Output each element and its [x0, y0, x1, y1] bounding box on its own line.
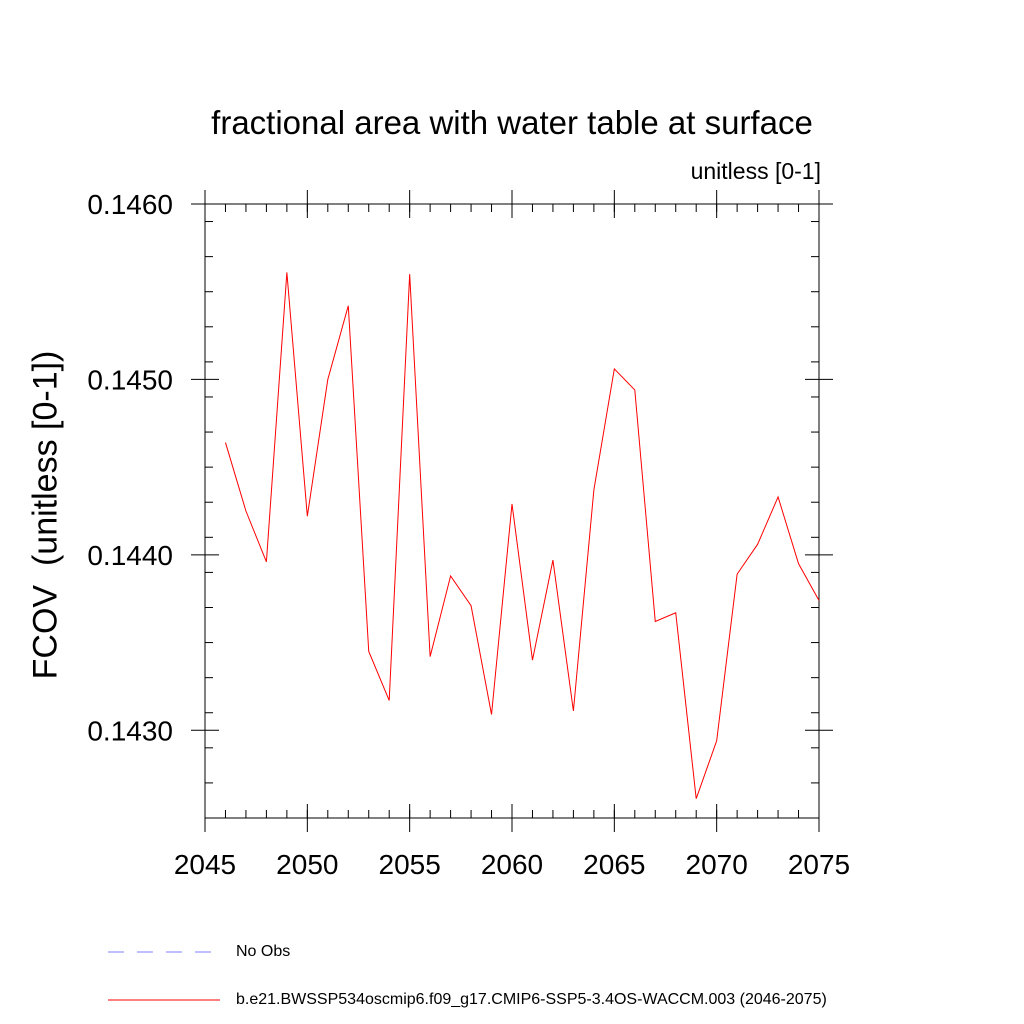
y-tick-label: 0.1460	[87, 189, 173, 220]
series-line-0	[224, 272, 820, 799]
units-label: unitless [0-1]	[690, 158, 821, 184]
y-tick-label: 0.1450	[87, 364, 173, 395]
legend-swatch-dashed	[108, 951, 218, 953]
x-tick-label: 2065	[583, 849, 645, 880]
legend-label-no-obs: No Obs	[236, 943, 291, 960]
y-tick-label: 0.1430	[87, 715, 173, 746]
x-tick-label: 2060	[481, 849, 543, 880]
legend-label-model-run: b.e21.BWSSP534oscmip6.f09_g17.CMIP6-SSP5…	[236, 991, 827, 1008]
legend-swatch-solid	[108, 999, 220, 1001]
chart-title: fractional area with water table at surf…	[211, 104, 813, 141]
legend-item-model-run: b.e21.BWSSP534oscmip6.f09_g17.CMIP6-SSP5…	[108, 990, 827, 1010]
x-tick-label: 2055	[379, 849, 441, 880]
x-tick-label: 2070	[686, 849, 748, 880]
x-tick-label: 2050	[276, 849, 338, 880]
x-tick-label: 2075	[788, 849, 850, 880]
y-tick-label: 0.1440	[87, 540, 173, 571]
x-tick-label: 2045	[174, 849, 236, 880]
legend-item-no-obs: No Obs	[108, 942, 290, 962]
